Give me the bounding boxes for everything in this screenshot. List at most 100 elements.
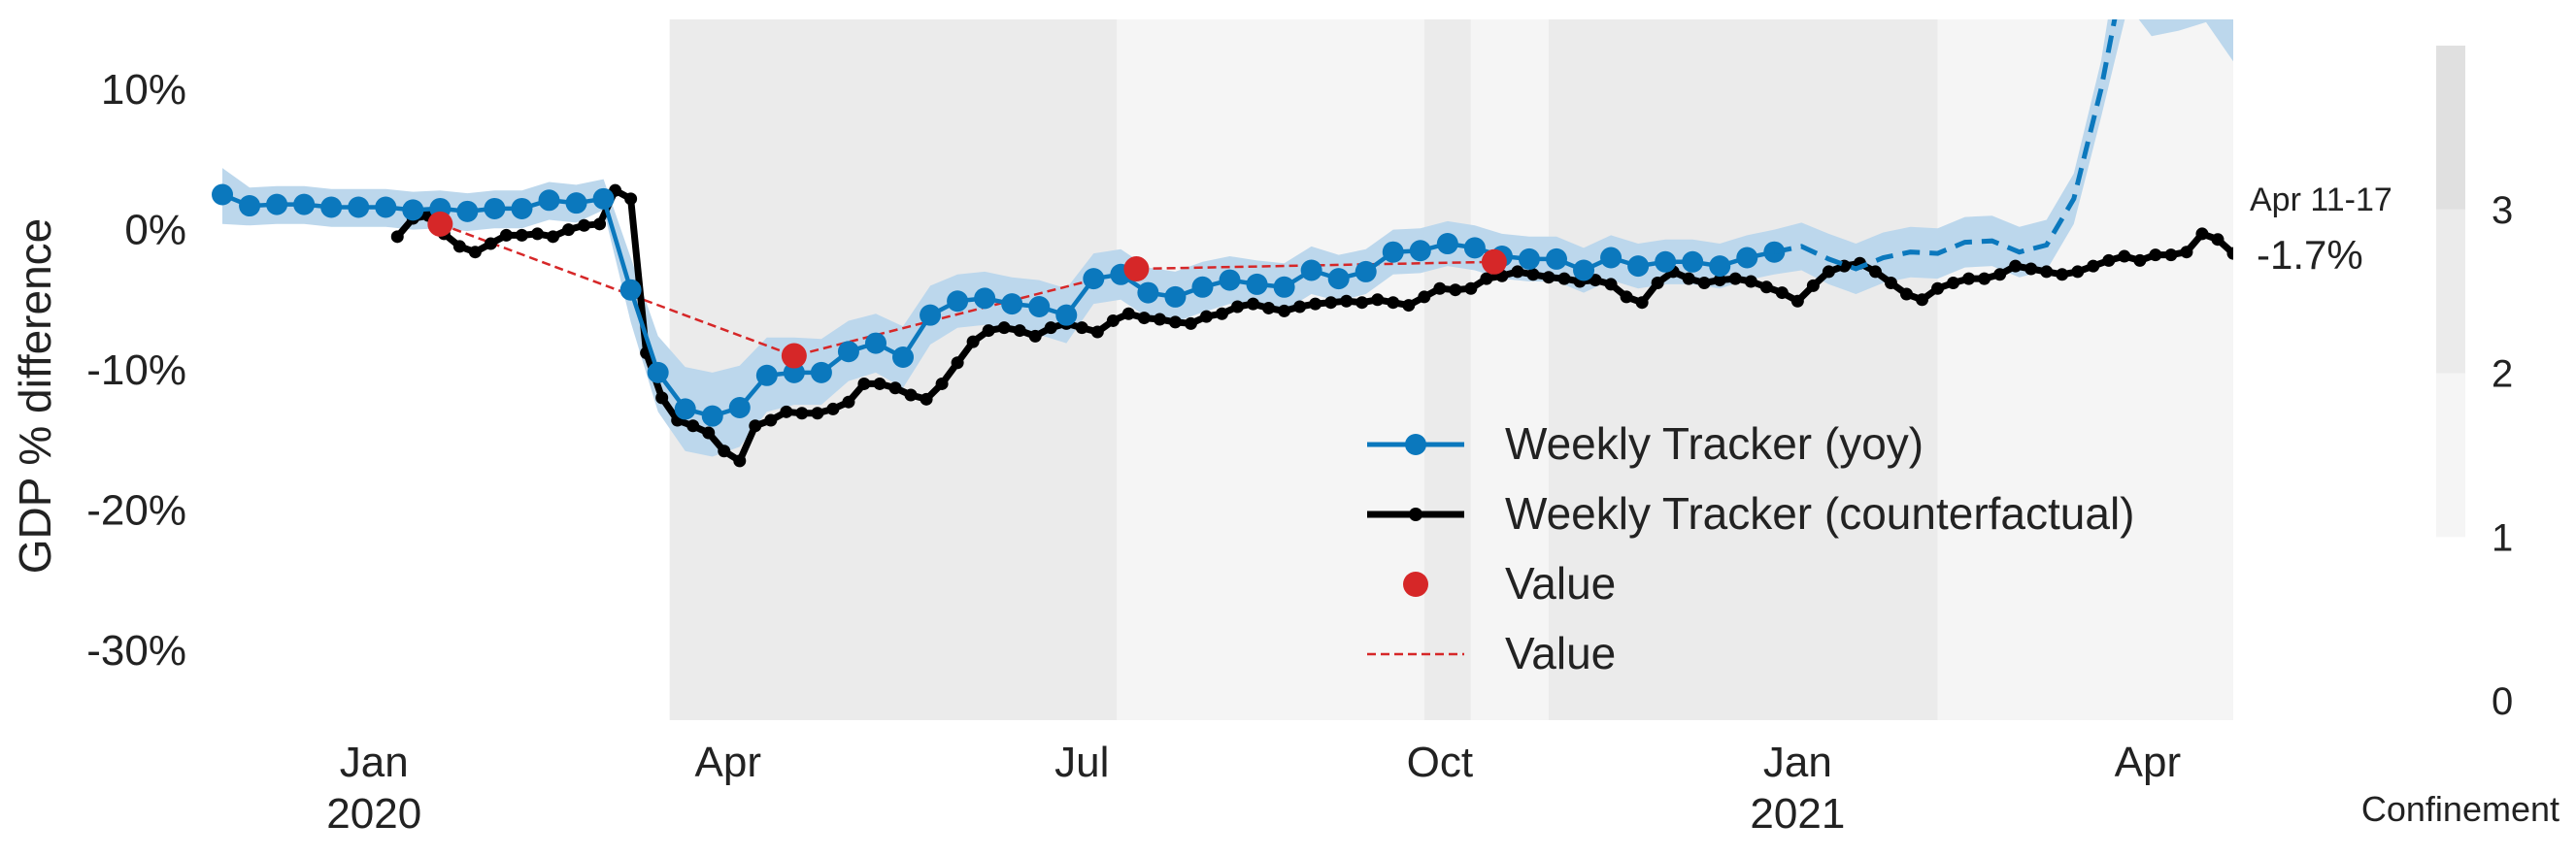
- yoy-point: [728, 396, 751, 418]
- legend-item: Value: [1403, 558, 1616, 609]
- colorbar-tick-label: 1: [2492, 516, 2513, 559]
- yoy-point: [1164, 285, 1187, 308]
- counterfactual-point: [842, 395, 855, 409]
- counterfactual-point: [452, 240, 466, 253]
- latest-annotation: Apr 11-17 -1.7%: [2250, 181, 2392, 278]
- counterfactual-point: [1900, 287, 1914, 301]
- counterfactual-point: [1620, 290, 1633, 304]
- counterfactual-point: [578, 218, 591, 232]
- yoy-point: [755, 364, 778, 386]
- counterfactual-point: [2164, 248, 2178, 262]
- yoy-point: [1300, 259, 1322, 281]
- counterfactual-point: [1635, 296, 1649, 310]
- yoy-point: [239, 195, 261, 217]
- yoy-point: [947, 290, 969, 313]
- yoy-confidence-band: [222, 19, 2233, 457]
- colorbar-segment-0: [2436, 537, 2465, 701]
- colorbar-tick-label: 2: [2492, 353, 2513, 396]
- counterfactual-point: [857, 377, 871, 390]
- confinement-period-2: [1423, 19, 1471, 720]
- legend-label: Weekly Tracker (yoy): [1505, 418, 1924, 469]
- counterfactual-point: [1728, 272, 1742, 285]
- counterfactual-point: [1340, 294, 1354, 308]
- counterfactual-point: [2226, 247, 2233, 260]
- yoy-point: [293, 193, 316, 215]
- counterfactual-point: [795, 407, 809, 420]
- yoy-point: [1600, 247, 1623, 269]
- yoy-point: [484, 197, 506, 219]
- colorbar-title: Confinement: [2361, 789, 2559, 829]
- counterfactual-point: [935, 377, 949, 390]
- counterfactual-point: [390, 230, 404, 244]
- counterfactual-point: [1480, 272, 1493, 285]
- counterfactual-point: [1090, 325, 1104, 339]
- counterfactual-point: [749, 419, 762, 433]
- yoy-point: [1327, 268, 1350, 290]
- counterfactual-point: [515, 228, 528, 242]
- annotation-period: Apr 11-17: [2250, 181, 2392, 218]
- counterfactual-point: [1744, 275, 1757, 288]
- counterfactual-point: [655, 391, 669, 405]
- yoy-point: [1191, 276, 1214, 298]
- yoy-point: [456, 200, 479, 222]
- counterfactual-point: [1947, 276, 1960, 289]
- legend: Weekly Tracker (yoy) Weekly Tracker (coun…: [1367, 418, 2135, 678]
- yoy-point: [1573, 259, 1595, 281]
- counterfactual-point: [1247, 297, 1260, 311]
- counterfactual-point: [951, 356, 964, 370]
- counterfactual-point: [1231, 300, 1245, 313]
- colorbar-tick-label: 0: [2492, 680, 2513, 723]
- counterfactual-point: [1542, 271, 1556, 284]
- counterfactual-point: [1075, 321, 1088, 335]
- counterfactual-point: [982, 324, 995, 338]
- counterfactual-point: [1449, 283, 1462, 297]
- counterfactual-point: [2102, 253, 2116, 267]
- counterfactual-point: [920, 392, 933, 406]
- colorbar-segment-2: [2436, 209, 2465, 374]
- counterfactual-point: [1418, 290, 1431, 304]
- colorbar-segment-3: [2436, 46, 2465, 210]
- counterfactual-point: [1433, 281, 1447, 295]
- yoy-point: [1627, 255, 1650, 278]
- counterfactual-point: [764, 413, 778, 427]
- yoy-point: [783, 361, 805, 383]
- counterfactual-point: [811, 407, 824, 420]
- counterfactual-point: [1355, 296, 1369, 310]
- yoy-point: [647, 361, 669, 383]
- x-tick-label: Apr: [2115, 739, 2181, 786]
- counterfactual-point: [1759, 280, 1773, 294]
- counterfactual-point: [1790, 294, 1804, 308]
- counterfactual-point: [904, 388, 918, 402]
- counterfactual-point: [1589, 274, 1602, 287]
- y-tick-label: 0%: [124, 207, 186, 254]
- counterfactual-point: [873, 377, 887, 390]
- counterfactual-point: [1884, 276, 1897, 289]
- yoy-point: [1028, 296, 1051, 318]
- yoy-point: [538, 189, 560, 212]
- counterfactual-point: [997, 321, 1011, 335]
- yoy-point: [1463, 237, 1486, 259]
- counterfactual-point: [1028, 329, 1042, 343]
- counterfactual-point: [2071, 265, 2085, 279]
- yoy-point: [701, 405, 723, 427]
- yoy-line: [221, 192, 1775, 418]
- yoy-point: [511, 197, 533, 219]
- legend-marker: [1405, 434, 1426, 455]
- legend-item: Weekly Tracker (counterfactual): [1367, 488, 2135, 539]
- counterfactual-point: [966, 335, 980, 348]
- counterfactual-point: [686, 419, 700, 433]
- legend-item: Weekly Tracker (yoy): [1367, 418, 1924, 469]
- yoy-point: [1273, 276, 1295, 298]
- yoy-point: [1436, 233, 1458, 255]
- counterfactual-point: [1153, 313, 1166, 326]
- counterfactual-point: [1216, 307, 1228, 320]
- counterfactual-point: [2180, 246, 2193, 259]
- y-tick-label: -10%: [86, 346, 186, 394]
- legend-item: Value: [1367, 628, 1616, 678]
- value-point: [427, 211, 453, 237]
- counterfactual-point: [530, 227, 544, 241]
- counterfactual-point: [1293, 300, 1307, 313]
- counterfactual-point: [547, 230, 560, 244]
- legend-label: Value: [1505, 558, 1616, 609]
